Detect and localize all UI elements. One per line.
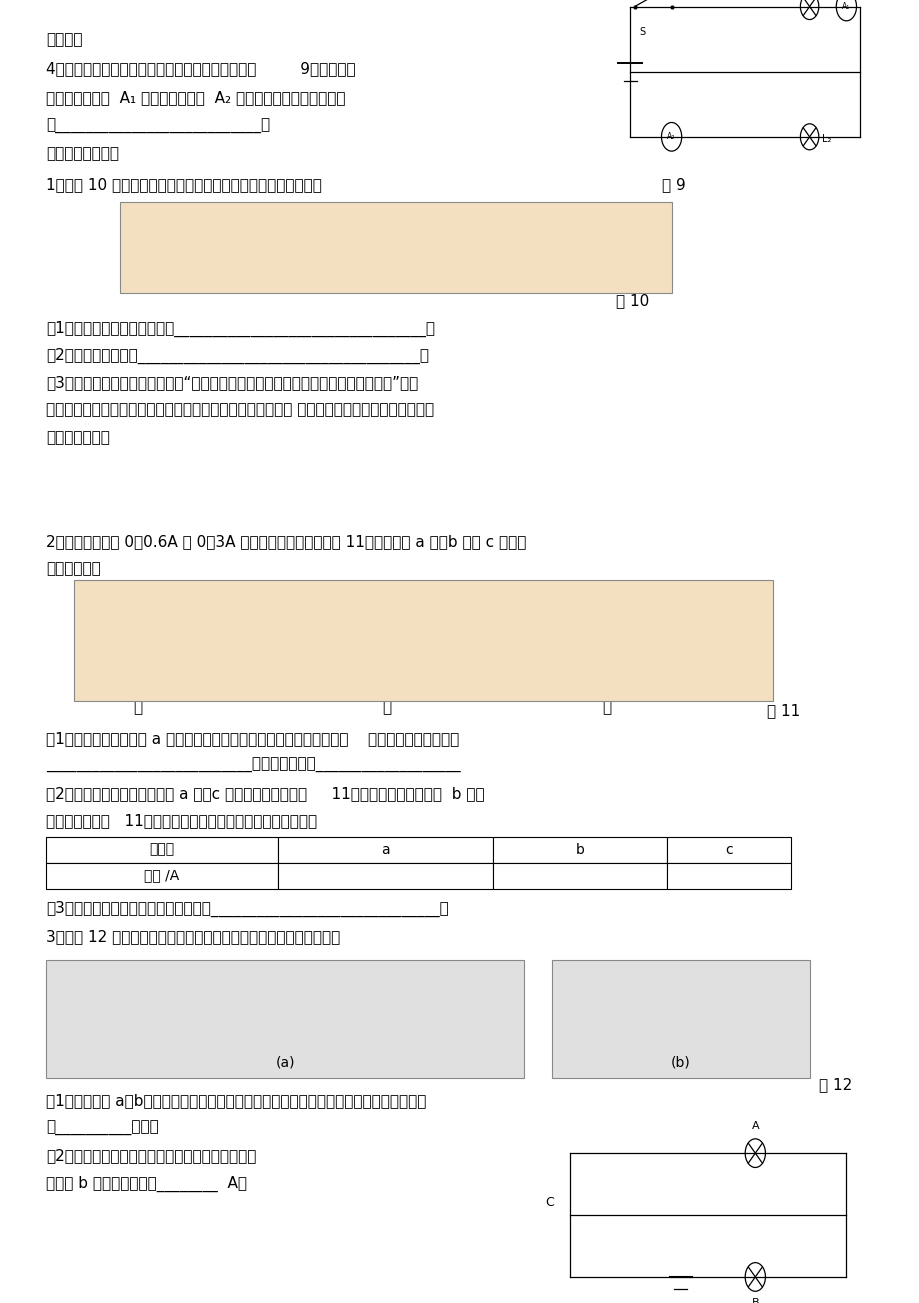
- Text: （2）、你的结论是：_____________________________________。: （2）、你的结论是：______________________________…: [46, 348, 428, 364]
- Text: 后，发现电流表  A₁ 的示数比电流表  A₂ 的示数稍大一些，原因可能: 后，发现电流表 A₁ 的示数比电流表 A₂ 的示数稍大一些，原因可能: [46, 90, 346, 106]
- Text: (a): (a): [275, 1055, 295, 1070]
- Text: B: B: [751, 1298, 758, 1303]
- Text: 图 12: 图 12: [818, 1078, 851, 1093]
- Text: (b): (b): [670, 1055, 690, 1070]
- FancyBboxPatch shape: [74, 580, 772, 701]
- FancyBboxPatch shape: [551, 960, 809, 1078]
- FancyBboxPatch shape: [119, 202, 671, 293]
- Text: 甲: 甲: [133, 700, 142, 715]
- Text: 丙: 丙: [602, 700, 611, 715]
- Text: 行研究。: 行研究。: [46, 33, 83, 48]
- Text: 乙: 乙: [381, 700, 391, 715]
- Bar: [666, 837, 790, 863]
- Bar: [46, 837, 278, 863]
- Text: 数如图 b 所示，其示数是________  A。: 数如图 b 所示，其示数是________ A。: [46, 1175, 246, 1191]
- Text: 三、实验探究题：: 三、实验探究题：: [46, 146, 119, 162]
- Text: 流大小关系。: 流大小关系。: [46, 562, 101, 577]
- FancyBboxPatch shape: [46, 960, 524, 1078]
- Text: （2）、撤掉多余的导线后，闭合开关，电流表的示: （2）、撤掉多余的导线后，闭合开关，电流表的示: [46, 1148, 256, 1164]
- Text: c: c: [724, 843, 732, 856]
- Text: 电流 /A: 电流 /A: [144, 869, 179, 882]
- Text: A: A: [751, 1121, 758, 1131]
- Bar: [493, 837, 666, 863]
- Text: A₁: A₁: [842, 3, 849, 10]
- Bar: [278, 837, 493, 863]
- Text: C: C: [544, 1196, 553, 1208]
- Text: 测量处: 测量处: [149, 843, 175, 856]
- Text: （3）、小明同学探究出的结论是“在并联电路中，干路电流大于任何一条支路的电流”。小: （3）、小明同学探究出的结论是“在并联电路中，干路电流大于任何一条支路的电流”。…: [46, 375, 418, 391]
- Text: L₂: L₂: [821, 134, 830, 145]
- Text: （1）、请你在 a、b两根导线中撤掉多余的一根导线，使电路符合实验要求。你选择撤掉的: （1）、请你在 a、b两根导线中撤掉多余的一根导线，使电路符合实验要求。你选择撤…: [46, 1093, 425, 1109]
- Text: （1）、当把电流表接入 a 点时，闭合开关，发现电流表指针反向偏转，    其出现故障的原因是：: （1）、当把电流表接入 a 点时，闭合开关，发现电流表指针反向偏转， 其出现故障…: [46, 731, 459, 747]
- Text: S: S: [639, 27, 645, 38]
- Text: 2、某同学用一支 0～0.6A 和 0～3A 两个量程的电流表研究图 11一甲中通过 a 点、b 点和 c 点的电: 2、某同学用一支 0～0.6A 和 0～3A 两个量程的电流表研究图 11一甲中…: [46, 534, 526, 550]
- Bar: [278, 863, 493, 889]
- Text: ___________________________；排出的方法是___________________: ___________________________；排出的方法是______…: [46, 758, 460, 774]
- Bar: [666, 863, 790, 889]
- Text: 图 10: 图 10: [616, 293, 649, 309]
- Text: （1）、该实验探究的问题是：_________________________________。: （1）、该实验探究的问题是：__________________________…: [46, 321, 435, 336]
- Text: （3）、通过本实验，你得出的结论是：______________________________。: （3）、通过本实验，你得出的结论是：______________________…: [46, 900, 448, 916]
- Text: 3、如图 12 所示是小亮同学测量并联电路中干路电流时连接的电路。: 3、如图 12 所示是小亮同学测量并联电路中干路电流时连接的电路。: [46, 929, 340, 945]
- Text: 4、在探究串联电路中电流的关系时，小明接通如图         9所示的电路: 4、在探究串联电路中电流的关系时，小明接通如图 9所示的电路: [46, 61, 356, 77]
- Text: 指针的位置如图   11一丙所示，请将电流表的读数填入下表中：: 指针的位置如图 11一丙所示，请将电流表的读数填入下表中：: [46, 813, 317, 829]
- Text: b: b: [575, 843, 584, 856]
- Text: 图 11: 图 11: [766, 704, 800, 719]
- Bar: [493, 863, 666, 889]
- Text: 确切？为什么？: 确切？为什么？: [46, 430, 109, 446]
- Text: 1、如图 10 所示是某实验中的三个电路图，请仔细观察后回答。: 1、如图 10 所示是某实验中的三个电路图，请仔细观察后回答。: [46, 177, 322, 193]
- Text: 是__________导线。: 是__________导线。: [46, 1121, 159, 1136]
- Text: 是___________________________。: 是___________________________。: [46, 119, 270, 134]
- Text: （2）、故障排除后，电流表在 a 点、c 点时指针的位置如图     11一乙所示，电流表接在  b 点时: （2）、故障排除后，电流表在 a 点、c 点时指针的位置如图 11一乙所示，电流…: [46, 786, 484, 801]
- Text: a: a: [380, 843, 390, 856]
- Text: 雨的结论是：在并联电路中，干路电流等于各支路电流之和。 请你评估一下，谁得出的结论更加: 雨的结论是：在并联电路中，干路电流等于各支路电流之和。 请你评估一下，谁得出的结…: [46, 403, 434, 418]
- Text: 图 9: 图 9: [662, 177, 686, 193]
- Text: A₂: A₂: [666, 133, 675, 141]
- Bar: [46, 863, 278, 889]
